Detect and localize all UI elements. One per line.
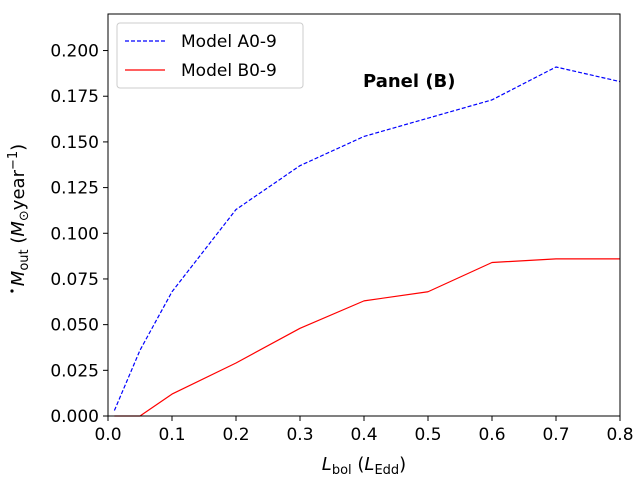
y-tick-label: 0.025 — [50, 361, 99, 381]
x-tick-label: 0.7 — [542, 425, 569, 445]
series-line-model-b — [114, 258, 620, 417]
y-tick-label: 0.175 — [50, 87, 99, 107]
x-tick-label: 0.6 — [478, 425, 505, 445]
y-tick-label: 0.000 — [50, 407, 99, 427]
x-tick-label: 0.3 — [286, 425, 313, 445]
legend-label-model-b: Model B0-9 — [181, 61, 277, 81]
legend-box — [116, 22, 304, 89]
x-tick-label: 0.1 — [158, 425, 185, 445]
y-axis-label: Mout (M⊙year−1) — [6, 144, 32, 286]
panel-annotation: Panel (B) — [363, 71, 456, 92]
x-tick-label: 0.0 — [94, 425, 121, 445]
x-tick-label: 0.5 — [414, 425, 441, 445]
x-axis-ticks: 0.0 0.1 0.2 0.3 0.4 0.5 0.6 0.7 0.8 — [94, 416, 634, 445]
y-axis-ticks: 0.000 0.025 0.050 0.075 0.100 0.125 0.150 0.175… — [50, 42, 108, 427]
x-axis-label: Lbol (LEdd) — [322, 454, 406, 478]
series-line-model-a — [113, 66, 621, 411]
y-label-dot-accent — [10, 289, 14, 293]
x-tick-label: 0.4 — [350, 425, 377, 445]
y-tick-label: 0.100 — [50, 224, 99, 244]
y-tick-label: 0.150 — [50, 133, 99, 153]
y-tick-label: 0.075 — [50, 270, 99, 290]
y-tick-label: 0.200 — [50, 42, 99, 62]
legend: Model A0-9 Model B0-9 — [116, 22, 304, 89]
series-layer — [113, 66, 621, 417]
x-tick-label: 0.2 — [222, 425, 249, 445]
y-tick-label: 0.050 — [50, 316, 99, 336]
legend-label-model-a: Model A0-9 — [181, 32, 277, 52]
y-tick-label: 0.125 — [50, 179, 99, 199]
x-tick-label: 0.8 — [606, 425, 633, 445]
